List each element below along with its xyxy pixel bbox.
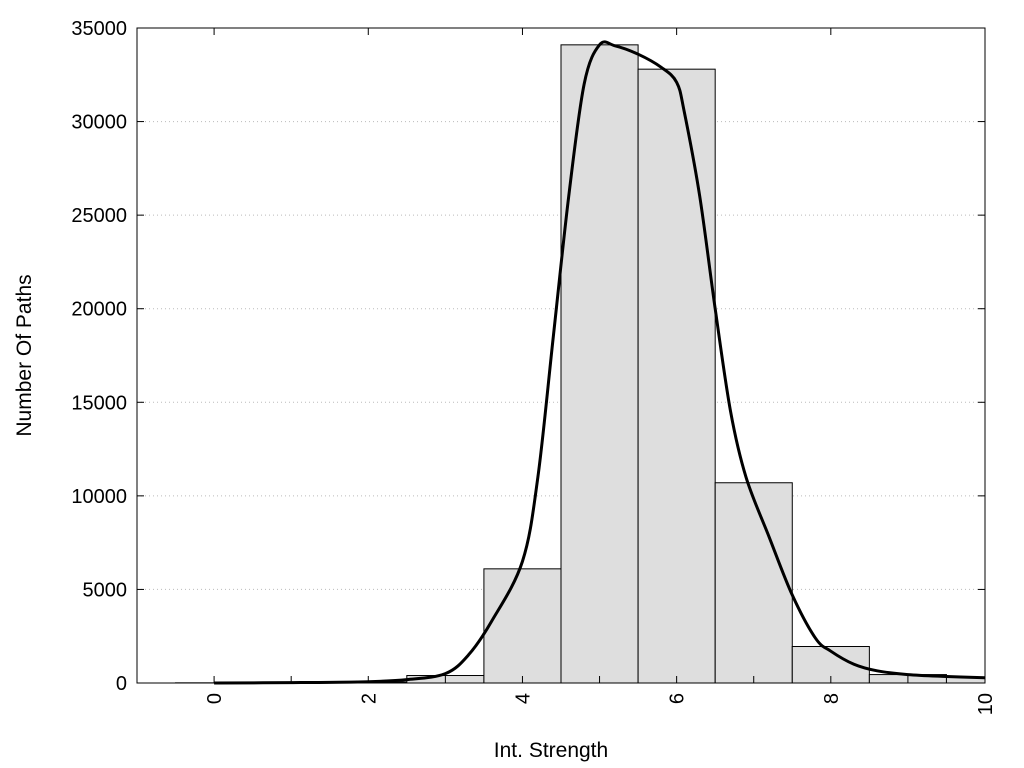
- fit-curve: [214, 40, 986, 685]
- fit-curve-line: [214, 40, 986, 685]
- y-tick-label: 20000: [71, 299, 127, 321]
- y-tick-label: 35000: [71, 18, 127, 40]
- histogram-bars: [175, 44, 986, 684]
- x-tick-label: 0: [204, 693, 226, 704]
- histogram-bar: [483, 568, 562, 684]
- y-tick-label: 25000: [71, 205, 127, 227]
- x-tick-label: 4: [512, 693, 534, 704]
- x-tick-label: 6: [667, 693, 689, 704]
- y-tick-label: 5000: [83, 579, 128, 601]
- x-axis-ticks: 0 2 4 6 8 10: [136, 28, 997, 715]
- histogram-bar: [560, 44, 639, 684]
- y-tick-label: 0: [116, 673, 127, 695]
- y-tick-label: 15000: [71, 392, 127, 414]
- y-axis-ticks: 0 5000 10000 15000 20000 25000 30000 35000: [71, 18, 985, 695]
- y-tick-label: 10000: [71, 486, 127, 508]
- histogram-bar: [714, 482, 793, 684]
- x-tick-label: 10: [975, 693, 997, 715]
- y-axis-title: Number Of Paths: [13, 274, 36, 436]
- y-tick-label: 30000: [71, 112, 127, 134]
- x-tick-label: 8: [821, 693, 843, 704]
- histogram-bar: [637, 68, 716, 684]
- x-tick-label: 2: [358, 693, 380, 704]
- x-axis-title: Int. Strength: [494, 739, 608, 762]
- plot-frame: [136, 27, 986, 684]
